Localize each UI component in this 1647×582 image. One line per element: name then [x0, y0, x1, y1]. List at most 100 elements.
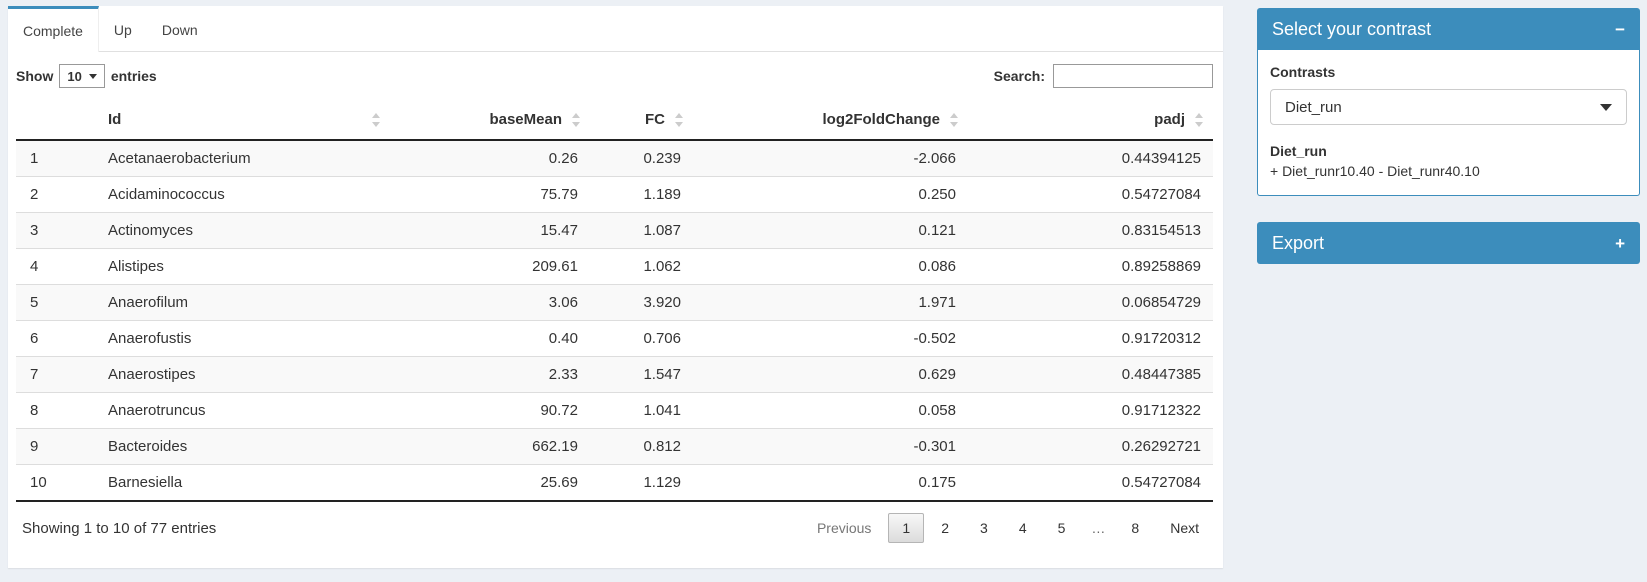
cell-fc: 1.129 [590, 464, 693, 502]
cell-id: Anaerofustis [100, 320, 390, 357]
column-header-id[interactable]: Id [100, 100, 390, 141]
contrast-box-header[interactable]: Select your contrast − [1257, 8, 1640, 50]
cell-fc: 0.239 [590, 140, 693, 177]
cell-padj: 0.89258869 [968, 248, 1213, 285]
contrasts-dropdown-value: Diet_run [1285, 98, 1342, 116]
cell-fc: 0.812 [590, 428, 693, 465]
sort-icon [571, 112, 581, 128]
cell-id: Anaerofilum [100, 284, 390, 321]
entries-select-value: 10 [67, 68, 82, 84]
cell-id: Anaerostipes [100, 356, 390, 393]
cell-index: 4 [16, 248, 100, 285]
cell-baseMean: 2.33 [390, 356, 590, 393]
cell-log2fc: 0.175 [693, 464, 968, 502]
pagination-previous[interactable]: Previous [816, 520, 872, 536]
cell-padj: 0.54727084 [968, 464, 1213, 502]
column-header-fc[interactable]: FC [590, 100, 693, 141]
column-header-log2fc[interactable]: log2FoldChange [693, 100, 968, 141]
cell-fc: 1.041 [590, 392, 693, 429]
cell-index: 10 [16, 464, 100, 502]
cell-fc: 1.062 [590, 248, 693, 285]
table-row: 5 Anaerofilum 3.06 3.920 1.971 0.06854729 [16, 284, 1213, 321]
cell-log2fc: 0.629 [693, 356, 968, 393]
sort-icon [371, 112, 381, 128]
cell-index: 2 [16, 176, 100, 213]
export-box-header[interactable]: Export + [1257, 222, 1640, 264]
contrast-detail-formula: + Diet_runr10.40 - Diet_runr40.10 [1270, 163, 1480, 179]
table-controls: Show 10 entries Search: [16, 64, 1213, 88]
cell-padj: 0.06854729 [968, 284, 1213, 321]
cell-log2fc: 0.086 [693, 248, 968, 285]
pagination-3[interactable]: 3 [980, 520, 988, 536]
cell-fc: 1.087 [590, 212, 693, 249]
table-row: 3 Actinomyces 15.47 1.087 0.121 0.83154513 [16, 212, 1213, 249]
cell-padj: 0.91712322 [968, 392, 1213, 429]
cell-index: 6 [16, 320, 100, 357]
entries-select[interactable]: 10 [59, 64, 105, 88]
collapse-minus-icon[interactable]: − [1615, 19, 1625, 39]
pagination-5[interactable]: 5 [1057, 520, 1066, 536]
cell-log2fc: -0.502 [693, 320, 968, 357]
results-table: Id baseMean FC log2FoldChange padj 1 Acetanae… [16, 100, 1213, 502]
cell-log2fc: 0.058 [693, 392, 968, 429]
search-input[interactable] [1053, 64, 1213, 88]
pagination-4[interactable]: 4 [1018, 520, 1027, 536]
cell-baseMean: 15.47 [390, 212, 590, 249]
cell-baseMean: 3.06 [390, 284, 590, 321]
cell-id: Actinomyces [100, 212, 390, 249]
sort-icon [949, 112, 959, 128]
cell-baseMean: 75.79 [390, 176, 590, 213]
cell-id: Bacteroides [100, 428, 390, 465]
pagination-2[interactable]: 2 [941, 520, 950, 536]
cell-padj: 0.91720312 [968, 320, 1213, 357]
cell-log2fc: -0.301 [693, 428, 968, 465]
table-row: 4 Alistipes 209.61 1.062 0.086 0.89258869 [16, 248, 1213, 285]
table-row: 9 Bacteroides 662.19 0.812 -0.301 0.26292721 [16, 428, 1213, 465]
cell-id: Acidaminococcus [100, 176, 390, 213]
pagination-ellipsis: … [1091, 520, 1106, 536]
contrasts-dropdown[interactable]: Diet_run [1270, 89, 1627, 125]
cell-baseMean: 662.19 [390, 428, 590, 465]
cell-padj: 0.83154513 [968, 212, 1213, 249]
sort-icon [674, 112, 684, 128]
cell-log2fc: 0.250 [693, 176, 968, 213]
cell-index: 1 [16, 140, 100, 177]
cell-id: Anaerotruncus [100, 392, 390, 429]
column-header-padj[interactable]: padj [968, 100, 1213, 141]
cell-baseMean: 209.61 [390, 248, 590, 285]
search-control: Search: [994, 64, 1213, 88]
cell-fc: 0.706 [590, 320, 693, 357]
column-label: log2FoldChange [822, 111, 941, 128]
pagination: Previous 1 2 3 4 5 … 8 Next [800, 513, 1213, 543]
tab-complete[interactable]: Complete [8, 6, 99, 52]
table-row: 2 Acidaminococcus 75.79 1.189 0.250 0.5472708… [16, 176, 1213, 213]
cell-index: 5 [16, 284, 100, 321]
export-box-title: Export [1272, 232, 1325, 253]
sidebar-column: Select your contrast − Contrasts Diet_ru… [1257, 8, 1640, 264]
tab-up[interactable]: Up [98, 6, 147, 51]
column-label: FC [645, 111, 665, 128]
column-label: baseMean [489, 111, 562, 128]
cell-index: 8 [16, 392, 100, 429]
entries-label: entries [110, 68, 157, 84]
cell-padj: 0.26292721 [968, 428, 1213, 465]
cell-baseMean: 25.69 [390, 464, 590, 502]
column-header-index [16, 100, 100, 141]
cell-log2fc: 0.121 [693, 212, 968, 249]
cell-padj: 0.48447385 [968, 356, 1213, 393]
table-footer: Showing 1 to 10 of 77 entries Previous 1 2… [16, 502, 1213, 543]
cell-fc: 1.189 [590, 176, 693, 213]
cell-log2fc: 1.971 [693, 284, 968, 321]
pagination-1[interactable]: 1 [888, 513, 925, 543]
show-label: Show [16, 68, 54, 84]
cell-baseMean: 90.72 [390, 392, 590, 429]
contrast-box-body: Contrasts Diet_run Diet_run + Diet_runr1… [1257, 50, 1640, 196]
column-header-baseMean[interactable]: baseMean [390, 100, 590, 141]
pagination-8[interactable]: 8 [1131, 520, 1140, 536]
cell-fc: 3.920 [590, 284, 693, 321]
collapse-plus-icon[interactable]: + [1615, 233, 1625, 253]
pagination-next[interactable]: Next [1170, 520, 1199, 536]
search-label: Search: [993, 68, 1045, 84]
cell-baseMean: 0.40 [390, 320, 590, 357]
tab-down[interactable]: Down [146, 6, 213, 51]
